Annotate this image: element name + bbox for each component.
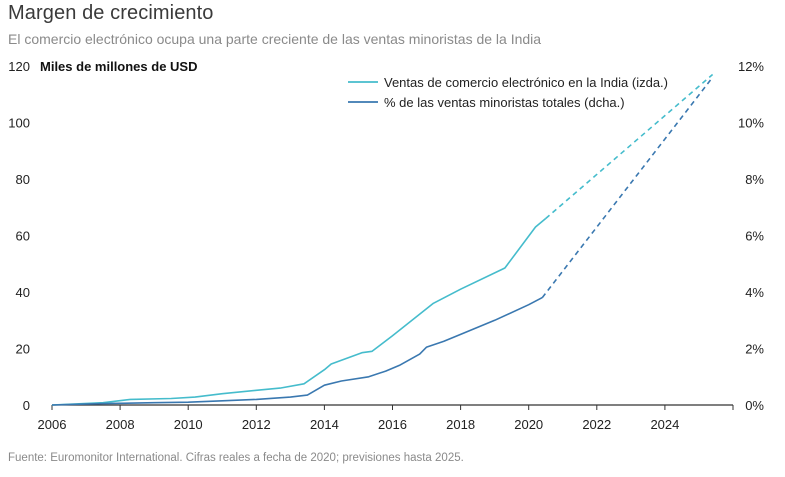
x-tick-label: 2022: [582, 417, 611, 432]
x-tick-label: 2024: [650, 417, 679, 432]
series-line-ecommerce-sales-forecast: [545, 73, 714, 220]
y-left-tick-label: 80: [16, 172, 30, 187]
source-note: Fuente: Euromonitor International. Cifra…: [8, 452, 464, 464]
series-line-retail-share-actual: [51, 296, 543, 406]
y-right-tick-label: 6%: [745, 229, 764, 244]
y-left-tick-label: 40: [16, 285, 30, 300]
x-tick-label: 2010: [174, 417, 203, 432]
legend-label-ecommerce-sales: Ventas de comercio electrónico en la Ind…: [384, 75, 668, 90]
y-right-tick-label: 4%: [745, 285, 764, 300]
series-line-retail-share-forecast: [541, 76, 714, 299]
x-tick-label: 2012: [242, 417, 271, 432]
series-line-ecommerce-sales-actual: [51, 217, 547, 406]
x-tick-label: 2008: [106, 417, 135, 432]
y-right-tick-label: 0%: [745, 398, 764, 413]
y-right-tick-label: 12%: [738, 59, 764, 74]
y-left-tick-label: 0: [23, 398, 30, 413]
y-right-tick-label: 2%: [745, 342, 764, 357]
chart-title: Margen de crecimiento: [8, 2, 214, 24]
x-tick-label: 2016: [378, 417, 407, 432]
x-tick-label: 2018: [446, 417, 475, 432]
y-right-tick-label: 10%: [738, 116, 764, 131]
x-tick-label: 2006: [38, 417, 67, 432]
x-tick-label: 2020: [514, 417, 543, 432]
x-tick-label: 2014: [310, 417, 339, 432]
y-left-tick-label: 120: [8, 59, 30, 74]
line-chart: 2006 2008 2010 2012 2014 2016 2018 2020 2022 2024…: [8, 59, 764, 432]
y-left-tick-label: 60: [16, 229, 30, 244]
y-left-tick-label: 20: [16, 342, 30, 357]
y-right-tick-label: 8%: [745, 172, 764, 187]
y-left-tick-label: 100: [8, 116, 30, 131]
legend-label-retail-share: % de las ventas minoristas totales (dcha…: [384, 95, 625, 110]
y-axis-unit-label: Miles de millones de USD: [40, 59, 198, 74]
chart-subtitle: El comercio electrónico ocupa una parte …: [8, 31, 542, 47]
